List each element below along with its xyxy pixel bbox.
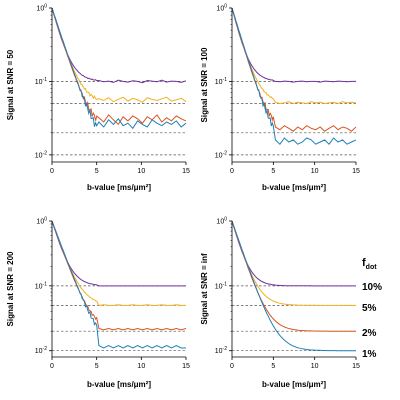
legend-entry-10pct: 10% [362, 282, 382, 293]
x-tick-label: 15 [182, 363, 190, 370]
x-tick-label: 0 [50, 168, 54, 175]
y-tick-label: 100 [216, 4, 227, 13]
series-line-4 [51, 7, 187, 130]
x-tick-label: 15 [182, 168, 190, 175]
y-tick-label: 100 [36, 217, 47, 226]
y-tick-label: 10-2 [215, 346, 227, 355]
series-line-1 [51, 220, 186, 287]
legend-entry-1pct: 1% [362, 349, 377, 360]
chart-panel-4: 0 5 10 15 100 10-1 10-2 b-value [ms/μm²] Signal … [200, 217, 360, 390]
y-tick-label: 10-2 [35, 150, 47, 159]
series-line-1 [51, 7, 187, 84]
x-tick-label: 10 [311, 363, 319, 370]
legend: fdot 10% 5% 2% 1% [362, 257, 382, 360]
x-axis-label: b-value [ms/μm²] [262, 183, 326, 192]
chart-panel-2: 0 5 10 15 100 10-1 10-2 b-value [ms/μm²] Signal … [200, 4, 360, 193]
x-tick-label: 5 [271, 168, 275, 175]
chart-panel-3: 0 5 10 15 100 10-1 10-2 b-value [ms/μm²] Signal … [6, 217, 190, 390]
series-line-3 [51, 220, 187, 331]
series-line-3 [231, 220, 356, 332]
series-line-4 [231, 7, 357, 145]
series-line-2 [51, 7, 187, 103]
series-line-4 [51, 220, 186, 349]
x-tick-label: 15 [352, 363, 360, 370]
x-tick-label: 5 [95, 363, 99, 370]
y-axis-label: Signal at SNR = 50 [6, 49, 15, 120]
chart-panel-1: 0 5 10 15 100 10-1 10-2 b-value [ms/μm²] Signal … [6, 4, 190, 193]
x-axis-label: b-value [ms/μm²] [87, 380, 151, 389]
x-tick-label: 10 [137, 363, 145, 370]
legend-entry-5pct: 5% [362, 303, 377, 314]
x-tick-label: 5 [271, 363, 275, 370]
x-axis-label: b-value [ms/μm²] [262, 380, 326, 389]
y-tick-label: 100 [216, 217, 227, 226]
x-axis-label: b-value [ms/μm²] [87, 183, 151, 192]
y-tick-label: 10-1 [35, 77, 47, 86]
x-tick-label: 0 [230, 363, 234, 370]
y-tick-label: 10-1 [215, 77, 227, 86]
x-tick-label: 15 [352, 168, 360, 175]
series-line-1 [231, 220, 356, 287]
x-tick-label: 0 [50, 363, 54, 370]
legend-entry-2pct: 2% [362, 328, 377, 339]
series-line-1 [231, 7, 356, 83]
y-tick-label: 10-1 [215, 281, 227, 290]
y-tick-label: 10-1 [35, 281, 47, 290]
y-tick-label: 100 [36, 4, 47, 13]
series-line-2 [51, 220, 186, 306]
series-line-3 [231, 7, 357, 132]
series-line-2 [231, 7, 357, 105]
y-tick-label: 10-2 [215, 150, 227, 159]
y-axis-label: Signal at SNR = 200 [6, 251, 15, 326]
series-line-4 [231, 220, 356, 352]
x-tick-label: 10 [137, 168, 145, 175]
y-axis-label: Signal at SNR = inf [200, 253, 209, 325]
x-tick-label: 0 [230, 168, 234, 175]
y-tick-label: 10-2 [35, 346, 47, 355]
series-line-2 [231, 220, 356, 306]
legend-title: fdot [362, 257, 377, 271]
x-tick-label: 10 [311, 168, 319, 175]
x-tick-label: 5 [95, 168, 99, 175]
y-axis-label: Signal at SNR = 100 [200, 47, 209, 122]
